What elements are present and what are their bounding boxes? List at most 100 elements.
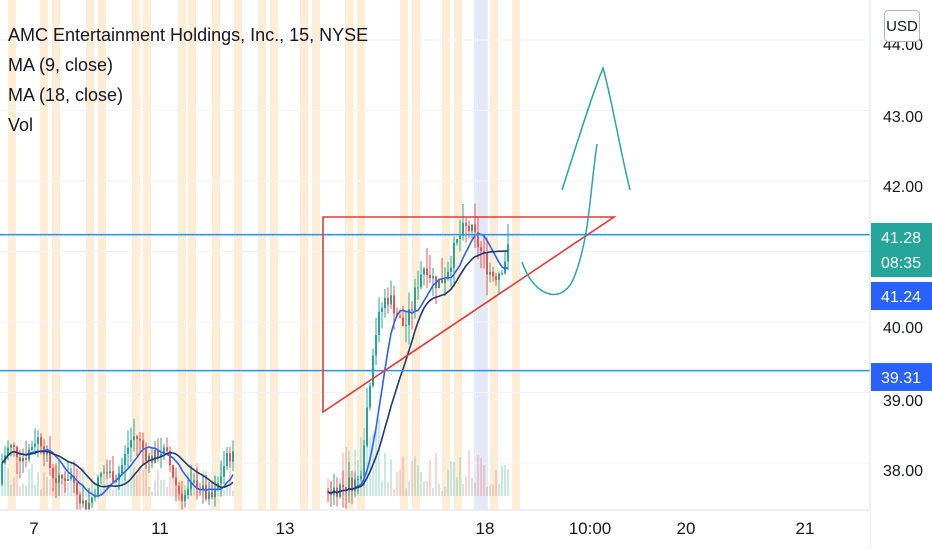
candle-body [133, 436, 135, 441]
candle-body [109, 471, 111, 474]
candle-body [432, 276, 434, 279]
candle-body [67, 478, 69, 481]
volume-bar [498, 484, 500, 496]
candle-body [426, 268, 428, 276]
volume-bar [166, 487, 168, 496]
volume-bar [226, 484, 228, 496]
currency-button[interactable]: USD [884, 10, 920, 42]
volume-bar [184, 485, 186, 496]
candle-body [106, 472, 108, 474]
session-band [212, 0, 220, 510]
candle-body [450, 267, 452, 272]
volume-bar [103, 469, 105, 496]
candle-body [492, 271, 494, 277]
volume-bar [142, 470, 144, 496]
candle-body [420, 274, 422, 288]
volume-bar [91, 477, 93, 496]
y-tick-label: 40.00 [883, 320, 923, 337]
candle-body [178, 485, 180, 494]
volume-bar [438, 483, 440, 496]
volume-bar [211, 480, 213, 496]
volume-bar [157, 469, 159, 496]
candle-body [405, 325, 407, 327]
volume-bar [70, 462, 72, 496]
y-tick-label: 42.00 [883, 179, 923, 196]
candle-body [1, 463, 3, 485]
candle-body [381, 308, 383, 312]
x-tick-label: 20 [677, 519, 696, 538]
candle-body [82, 500, 84, 504]
session-band [412, 0, 420, 510]
candle-body [205, 485, 207, 500]
candle-body [399, 316, 401, 318]
candle-body [73, 476, 75, 483]
volume-bar [402, 456, 404, 496]
volume-bar [115, 473, 117, 496]
volume-bar [507, 469, 509, 496]
volume-bar [58, 472, 60, 496]
candle-body [10, 445, 12, 448]
session-band [132, 0, 140, 510]
chart-legend: AMC Entertainment Holdings, Inc., 15, NY… [8, 20, 368, 140]
session-band [312, 0, 320, 510]
volume-bar [97, 491, 99, 496]
volume-bar [417, 465, 419, 496]
ma18-line [1, 450, 234, 489]
candle-body [477, 231, 479, 248]
candle-body [480, 247, 482, 252]
volume-bar [423, 481, 425, 496]
candle-body [124, 454, 126, 466]
time-axis-background [0, 510, 870, 550]
candle-body [402, 317, 404, 327]
ma18-line [327, 250, 508, 495]
volume-bar [342, 452, 344, 496]
candle-body [22, 458, 24, 462]
volume-bar [190, 463, 192, 496]
volume-bar [450, 460, 452, 496]
legend-ma9: MA (9, close) [8, 55, 114, 75]
volume-bar [169, 476, 171, 496]
volume-bar [456, 477, 458, 496]
volume-bar [378, 418, 380, 496]
candle-body [495, 276, 497, 280]
volume-bar [67, 481, 69, 496]
candle-body [444, 279, 446, 284]
volume-bar [393, 488, 395, 496]
volume-bar [232, 490, 234, 496]
candle-body [79, 494, 81, 504]
candle-body [462, 222, 464, 236]
candle-body [145, 448, 147, 461]
volume-bar [55, 462, 57, 496]
session-band [345, 0, 353, 510]
volume-bar [4, 465, 6, 496]
candle-body [7, 447, 9, 456]
candle-body [13, 445, 15, 447]
price-tag-label: 41.28 [881, 230, 921, 247]
candle-body [468, 225, 470, 232]
candle-body [127, 447, 129, 455]
candle-body [157, 449, 159, 458]
candle-body [375, 334, 377, 356]
volume-bar [480, 458, 482, 496]
candle-body [453, 242, 455, 268]
session-band [40, 0, 48, 510]
volume-bar [7, 468, 9, 496]
candle-body [351, 477, 353, 492]
price-tag [871, 363, 932, 391]
candle-body [211, 492, 213, 498]
price-tag-label: 41.24 [881, 289, 921, 306]
candle-body [61, 474, 63, 479]
candle-body [166, 447, 168, 452]
volume-bar [420, 471, 422, 496]
volume-bar [220, 464, 222, 496]
candle-body [121, 465, 123, 474]
candle-body [19, 457, 21, 462]
volume-bar [133, 467, 135, 496]
volume-bar [121, 465, 123, 496]
volume-bar [64, 469, 66, 496]
price-tag [871, 223, 932, 277]
volume-bar [19, 486, 21, 496]
projection-curve [521, 143, 598, 296]
volume-bar [489, 485, 491, 496]
